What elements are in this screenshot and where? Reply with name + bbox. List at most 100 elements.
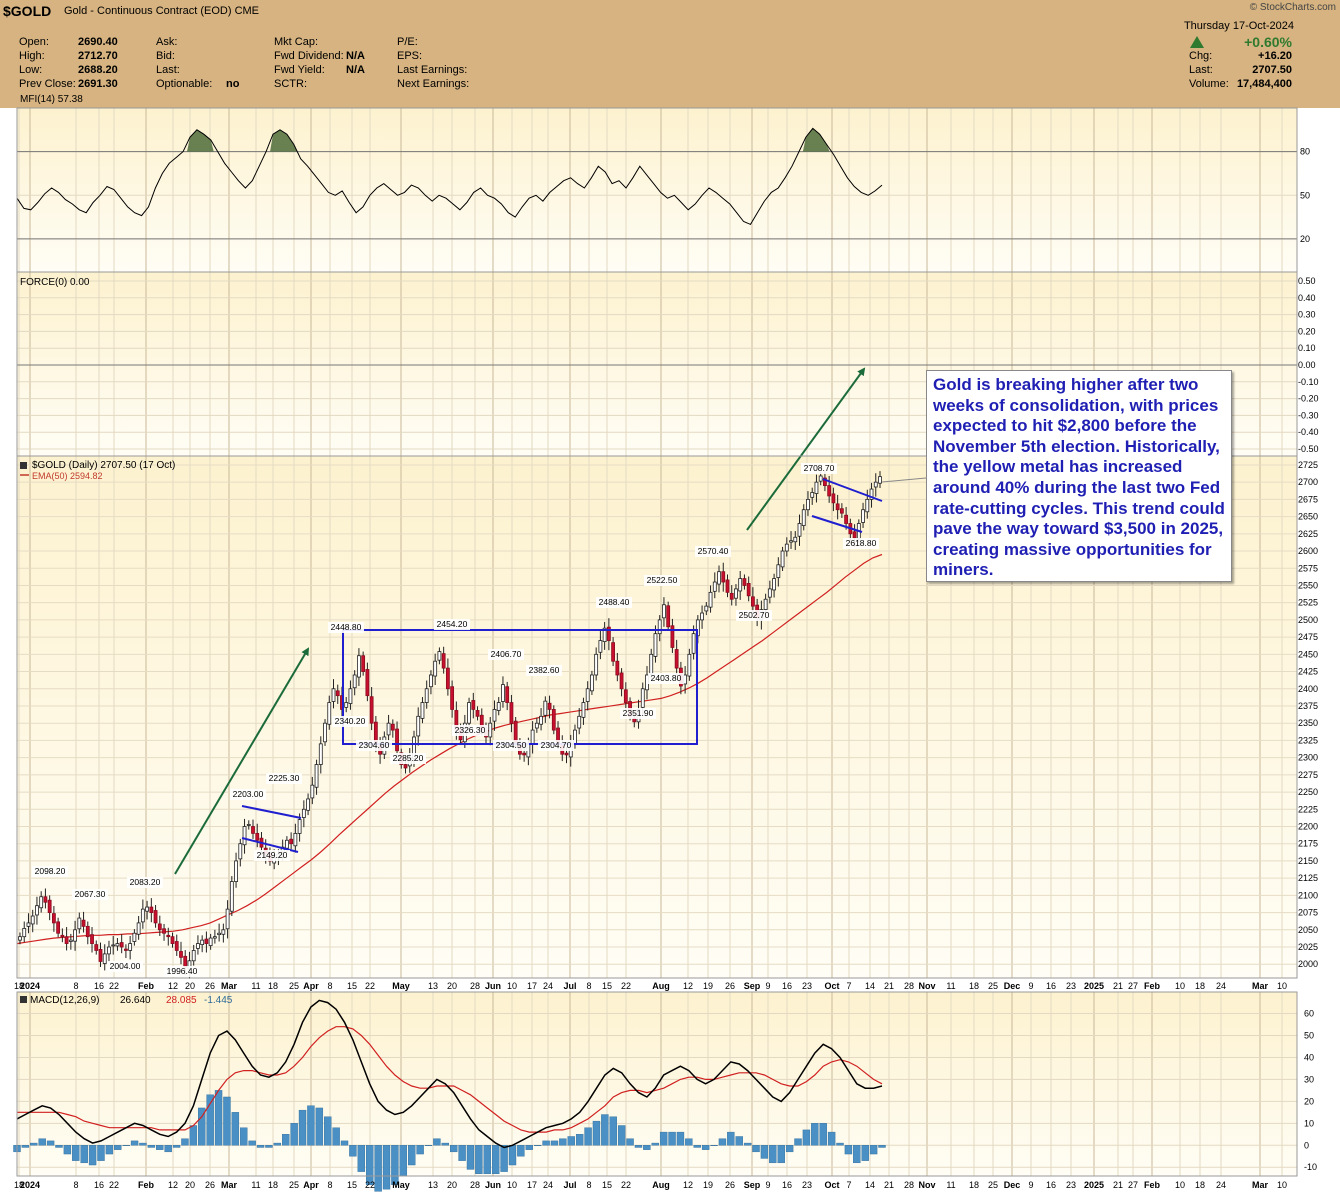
candle-body bbox=[140, 908, 145, 923]
candle-body bbox=[776, 564, 781, 578]
price-tick-label: 2300 bbox=[1298, 753, 1318, 763]
macd-legend-hist: -1.445 bbox=[204, 995, 233, 1006]
candle-body bbox=[170, 936, 175, 944]
macd-histogram-bar bbox=[693, 1145, 701, 1148]
date-tick-top: 18 bbox=[969, 981, 979, 991]
date-tick-top: 24 bbox=[543, 981, 553, 991]
candle-body bbox=[335, 690, 340, 697]
candle-body bbox=[85, 925, 90, 938]
price-tick-label: 2075 bbox=[1298, 908, 1318, 918]
date-tick-bottom: May bbox=[392, 1180, 410, 1190]
macd-histogram-bar bbox=[265, 1145, 273, 1148]
macd-legend-icon bbox=[20, 996, 27, 1003]
candle-body bbox=[742, 578, 747, 586]
date-tick-bottom: 25 bbox=[988, 1180, 998, 1190]
candle-body bbox=[157, 923, 162, 931]
candle-body bbox=[784, 543, 789, 552]
candle-body bbox=[30, 915, 35, 925]
macd-histogram-bar bbox=[458, 1145, 466, 1161]
mfi-tick-label: 20 bbox=[1300, 234, 1310, 244]
force-tick-label: 0.10 bbox=[1298, 343, 1316, 353]
date-tick-top: 2024 bbox=[20, 981, 40, 991]
price-tick-label: 2200 bbox=[1298, 821, 1318, 831]
date-tick-top: 26 bbox=[205, 981, 215, 991]
candle-body bbox=[496, 702, 501, 711]
candle-body bbox=[145, 906, 149, 912]
candle-body bbox=[564, 752, 569, 756]
date-tick-top: 10 bbox=[1277, 981, 1287, 991]
candle-body bbox=[577, 715, 582, 729]
candle-body bbox=[780, 550, 785, 568]
macd-histogram-bar bbox=[172, 1145, 181, 1148]
prev-close-value: 2691.30 bbox=[78, 78, 118, 90]
mfi-line bbox=[16, 127, 883, 226]
macd-histogram-bar bbox=[575, 1134, 584, 1146]
macd-histogram-bar bbox=[206, 1094, 214, 1146]
macd-histogram-bar bbox=[214, 1090, 223, 1146]
macd-histogram-bar bbox=[659, 1131, 668, 1146]
candle-body bbox=[204, 938, 209, 944]
date-tick-bottom: 8 bbox=[327, 1180, 332, 1190]
candle-body bbox=[115, 943, 120, 947]
macd-histogram-bar bbox=[105, 1145, 114, 1155]
candle-body bbox=[594, 653, 599, 676]
macd-histogram-bar bbox=[223, 1096, 231, 1146]
candle-body bbox=[229, 881, 234, 912]
optionable-value: no bbox=[226, 78, 240, 90]
macd-histogram-bar bbox=[685, 1138, 693, 1146]
price-annotation: 2708.70 bbox=[804, 463, 835, 473]
price-tick-label: 2550 bbox=[1298, 580, 1318, 590]
date-tick-bottom: 18 bbox=[1195, 1180, 1205, 1190]
date-tick-bottom: 20 bbox=[447, 1180, 457, 1190]
candle-body bbox=[649, 653, 654, 675]
candle-body bbox=[611, 642, 616, 662]
macd-histogram-bar bbox=[416, 1145, 424, 1155]
candle-body bbox=[772, 578, 776, 591]
candle-body bbox=[827, 485, 832, 497]
macd-histogram-bar bbox=[601, 1114, 609, 1146]
price-annotation-bg bbox=[843, 538, 879, 549]
mfi-tick-label: 80 bbox=[1300, 147, 1310, 157]
eps-label: EPS: bbox=[397, 50, 423, 62]
macd-histogram-bar bbox=[466, 1145, 475, 1170]
macd-histogram-bar bbox=[324, 1116, 332, 1146]
date-tick-bottom: 14 bbox=[865, 1180, 875, 1190]
price-tick-label: 2600 bbox=[1298, 546, 1318, 556]
date-tick-bottom: 18 bbox=[14, 1180, 24, 1190]
candle-body bbox=[844, 514, 849, 524]
price-tick-label: 2400 bbox=[1298, 684, 1318, 694]
candle-body bbox=[869, 488, 874, 500]
date-tick-top: 23 bbox=[1066, 981, 1076, 991]
macd-histogram-bar bbox=[785, 1145, 794, 1153]
candle-body bbox=[255, 832, 260, 841]
date-tick-top: 18 bbox=[268, 981, 278, 991]
price-annotation-bg bbox=[254, 850, 290, 861]
price-annotation-bg bbox=[332, 716, 368, 727]
date-tick-top: 25 bbox=[988, 981, 998, 991]
date-tick-bottom: 22 bbox=[621, 1180, 631, 1190]
price-tick-label: 2325 bbox=[1298, 735, 1318, 745]
candle-body bbox=[437, 651, 442, 661]
price-tick-label: 2650 bbox=[1298, 512, 1318, 522]
macd-histogram-bar bbox=[735, 1136, 743, 1146]
price-tick-label: 2050 bbox=[1298, 925, 1318, 935]
candle-body bbox=[395, 728, 399, 752]
date-tick-bottom: Mar bbox=[221, 1180, 238, 1190]
candle-body bbox=[534, 722, 539, 729]
price-annotation-bg bbox=[127, 877, 163, 888]
last-label: Last: bbox=[156, 64, 180, 76]
candle-body bbox=[297, 819, 302, 834]
date-tick-top: 28 bbox=[904, 981, 914, 991]
ema50-line bbox=[16, 553, 883, 945]
candle-body bbox=[68, 939, 73, 942]
price-tick-label: 2275 bbox=[1298, 770, 1318, 780]
macd-histogram-bar bbox=[290, 1123, 298, 1146]
date-tick-bottom: 12 bbox=[683, 1180, 693, 1190]
macd-histogram-bar bbox=[609, 1116, 617, 1146]
candle-body bbox=[852, 531, 857, 539]
date-tick-top: Apr bbox=[303, 981, 319, 991]
macd-legend-signal: 28.085 bbox=[166, 995, 197, 1006]
candle-body bbox=[725, 579, 730, 593]
candle-body bbox=[18, 936, 22, 941]
